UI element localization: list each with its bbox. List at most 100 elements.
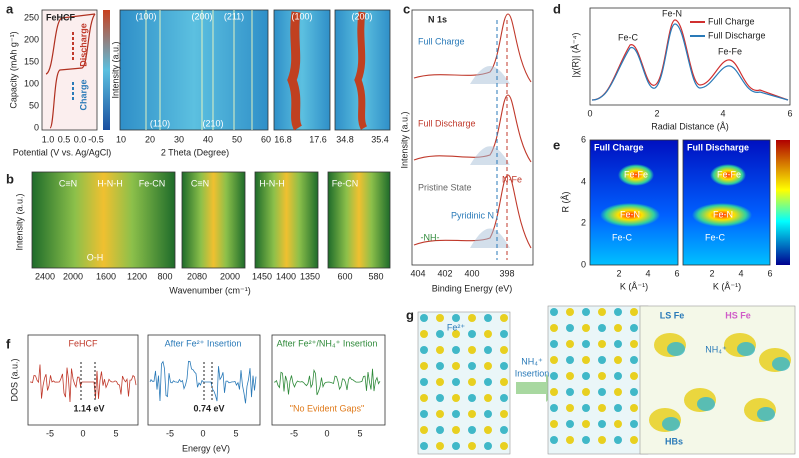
atom-density: [452, 394, 460, 402]
atom-density: [566, 324, 574, 332]
xrd-x-ticks: 50: [232, 134, 242, 144]
title: After Fe²⁺/NH₄⁺ Insertion: [277, 338, 378, 348]
atom-density: [500, 442, 508, 450]
x-ticks: 2400: [35, 271, 55, 281]
wavelet-map: [682, 139, 771, 266]
nh4: NH₄⁺: [705, 344, 727, 354]
fe-n: Fe-N: [713, 209, 733, 219]
atom-density: [550, 436, 558, 444]
atom-density: [630, 308, 638, 316]
atom-density: [582, 436, 590, 444]
arrow-bottom: Insertion: [515, 368, 550, 378]
atom-density: [452, 362, 460, 370]
legend: Full Charge: [708, 16, 755, 26]
xrd-x-ticks: 30: [174, 134, 184, 144]
x-ticks: 4: [645, 268, 650, 278]
atom-density: [436, 362, 444, 370]
atom-density: [598, 308, 606, 316]
atom-density: [614, 388, 622, 396]
atom-density: [550, 356, 558, 364]
x-ticks: 6: [767, 268, 772, 278]
x-ticks: 1600: [96, 271, 116, 281]
dos-curve: [149, 360, 257, 404]
atom-density: [582, 372, 590, 380]
x-axis-title: Potential (V vs. Ag/AgCl): [13, 147, 112, 157]
y-ticks: 100: [24, 78, 39, 88]
atom-density: [630, 324, 638, 332]
x-ticks: 2: [616, 268, 621, 278]
x-ticks: 0: [587, 108, 592, 118]
atom-density: [550, 372, 558, 380]
x-axis-title: Radial Distance (Å): [651, 121, 729, 131]
y-axis-title: Intensity (a.u.): [399, 111, 409, 168]
atom-density: [614, 404, 622, 412]
x-ticks: 6: [787, 108, 792, 118]
label: f: [6, 336, 11, 351]
atom-density: [436, 410, 444, 418]
x-ticks: -0.5: [88, 134, 104, 144]
fe-n: Fe-N: [662, 8, 682, 18]
atom-density: [500, 346, 508, 354]
atom-density: [420, 378, 428, 386]
xps-plot: [411, 9, 534, 266]
label: e: [553, 137, 560, 152]
title: Full Charge: [594, 142, 644, 152]
wavelet-map: [589, 139, 679, 266]
y-ticks: 150: [24, 56, 39, 66]
zoom-200-ticks: 34.8: [336, 134, 354, 144]
gap: 0.74 eV: [193, 403, 224, 413]
colorbar-title: Intensity (a.u.): [110, 41, 120, 98]
blobs: [420, 308, 791, 450]
atom-density: [630, 372, 638, 380]
y-axis-title: Intensity (a.u.): [14, 193, 24, 250]
atom-density: [598, 388, 606, 396]
title: After Fe²⁺ Insertion: [165, 338, 242, 348]
zoom-hnh-ticks: 1350: [300, 271, 320, 281]
full-discharge: Full Discharge: [418, 118, 476, 128]
atom-density: [598, 372, 606, 380]
atom-density: [484, 426, 492, 434]
zoom-100-ticks: 16.8: [274, 134, 292, 144]
x-ticks: 0: [200, 428, 205, 438]
atom-density: [436, 442, 444, 450]
x-axis-title: Wavenumber (cm⁻¹): [169, 285, 250, 295]
zoom-cn-ticks: 2000: [220, 271, 240, 281]
zoom-cn: C≡N: [191, 178, 209, 188]
zoom-100-title: (100): [291, 11, 312, 21]
nh: -NH-: [421, 232, 440, 242]
ftir-zoom: [327, 171, 391, 269]
atom-density: [630, 356, 638, 364]
atom-density: [452, 346, 460, 354]
decoration: [27, 7, 796, 455]
structure: [417, 311, 511, 455]
atom-density: [420, 394, 428, 402]
peaks-bottom: (210): [202, 118, 223, 128]
x-ticks: 800: [157, 271, 172, 281]
atom-density: [630, 404, 638, 412]
atom-density: [598, 420, 606, 428]
y-ticks: 2: [581, 217, 586, 227]
atom-density: [468, 346, 476, 354]
line: [591, 19, 789, 101]
zoom-fecn-ticks: 580: [368, 271, 383, 281]
x-ticks: 5: [357, 428, 362, 438]
peaks-top: (100): [135, 11, 156, 21]
fe-fe: Fe-Fe: [718, 46, 742, 56]
atom-density: [468, 426, 476, 434]
ls-fe: LS Fe: [660, 310, 685, 320]
y-ticks: 0: [581, 259, 586, 269]
atom-density: [436, 314, 444, 322]
xrd-x-ticks: 60: [261, 134, 271, 144]
atom-density: [420, 314, 428, 322]
gap: 1.14 eV: [73, 403, 104, 413]
atom-density: [598, 324, 606, 332]
y-axis-title: R (Å): [560, 192, 570, 213]
atom-density: [468, 394, 476, 402]
colorbar: [776, 140, 790, 265]
x-axis-title: Binding Energy (eV): [432, 283, 513, 293]
atom-density: [484, 314, 492, 322]
atom-density: [582, 340, 590, 348]
fe-fe: Fe-Fe: [624, 169, 648, 179]
atom-density: [500, 426, 508, 434]
atom-density: [500, 378, 508, 386]
